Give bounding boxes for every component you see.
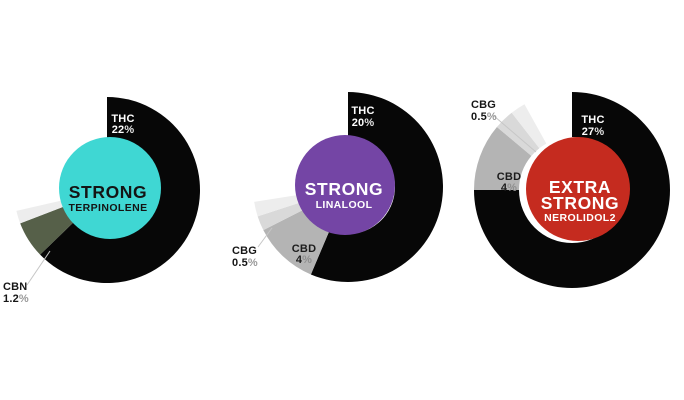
center-title-line-2: STRONG	[541, 193, 619, 213]
label-cbd-value: 4%	[296, 254, 312, 266]
slice-cbd	[263, 208, 330, 275]
leader-line-cbg	[493, 115, 537, 153]
center-title-line-1: EXTRA	[549, 177, 611, 197]
label-thc-value: 20%	[352, 117, 375, 129]
slice-trace	[254, 194, 304, 217]
leader-line-cbn	[26, 250, 51, 286]
slice-cbg	[257, 201, 307, 231]
label-thc-name: THC	[111, 113, 134, 125]
slice-trace	[16, 200, 64, 224]
slice-trace	[511, 104, 547, 149]
slice-cbn	[20, 206, 74, 255]
label-cbn-value: 1.2%	[3, 293, 29, 305]
center-title-line-2: TERPINOLENE	[68, 202, 147, 214]
slice-thc	[474, 92, 670, 288]
label-cbd-name: CBD	[292, 243, 316, 255]
label-thc-name: THC	[351, 105, 374, 117]
label-thc-value: 22%	[112, 124, 135, 136]
slice-cbd	[474, 127, 532, 190]
label-cbg-name: CBG	[232, 245, 257, 257]
slice-thc	[40, 97, 201, 283]
label-thc-name: THC	[581, 114, 604, 126]
center-title-line-2: LINALOOL	[316, 199, 373, 211]
label-cbn-name: CBN	[3, 281, 27, 293]
leader-line-cbg	[257, 227, 273, 248]
center-circle	[295, 135, 395, 235]
center-title-line-3: NEROLIDOL2	[544, 212, 616, 224]
center-circle	[526, 137, 630, 241]
label-cbg-value: 0.5%	[471, 111, 497, 123]
center-circle	[59, 137, 161, 239]
center-title-line-1: STRONG	[305, 179, 383, 199]
label-thc-value: 27%	[582, 126, 605, 138]
label-cbd-value: 4%	[501, 182, 517, 194]
label-cbd-name: CBD	[497, 171, 521, 183]
label-cbg-name: CBG	[471, 99, 496, 111]
center-title-line-1: STRONG	[69, 182, 147, 202]
label-cbg-value: 0.5%	[232, 257, 258, 269]
